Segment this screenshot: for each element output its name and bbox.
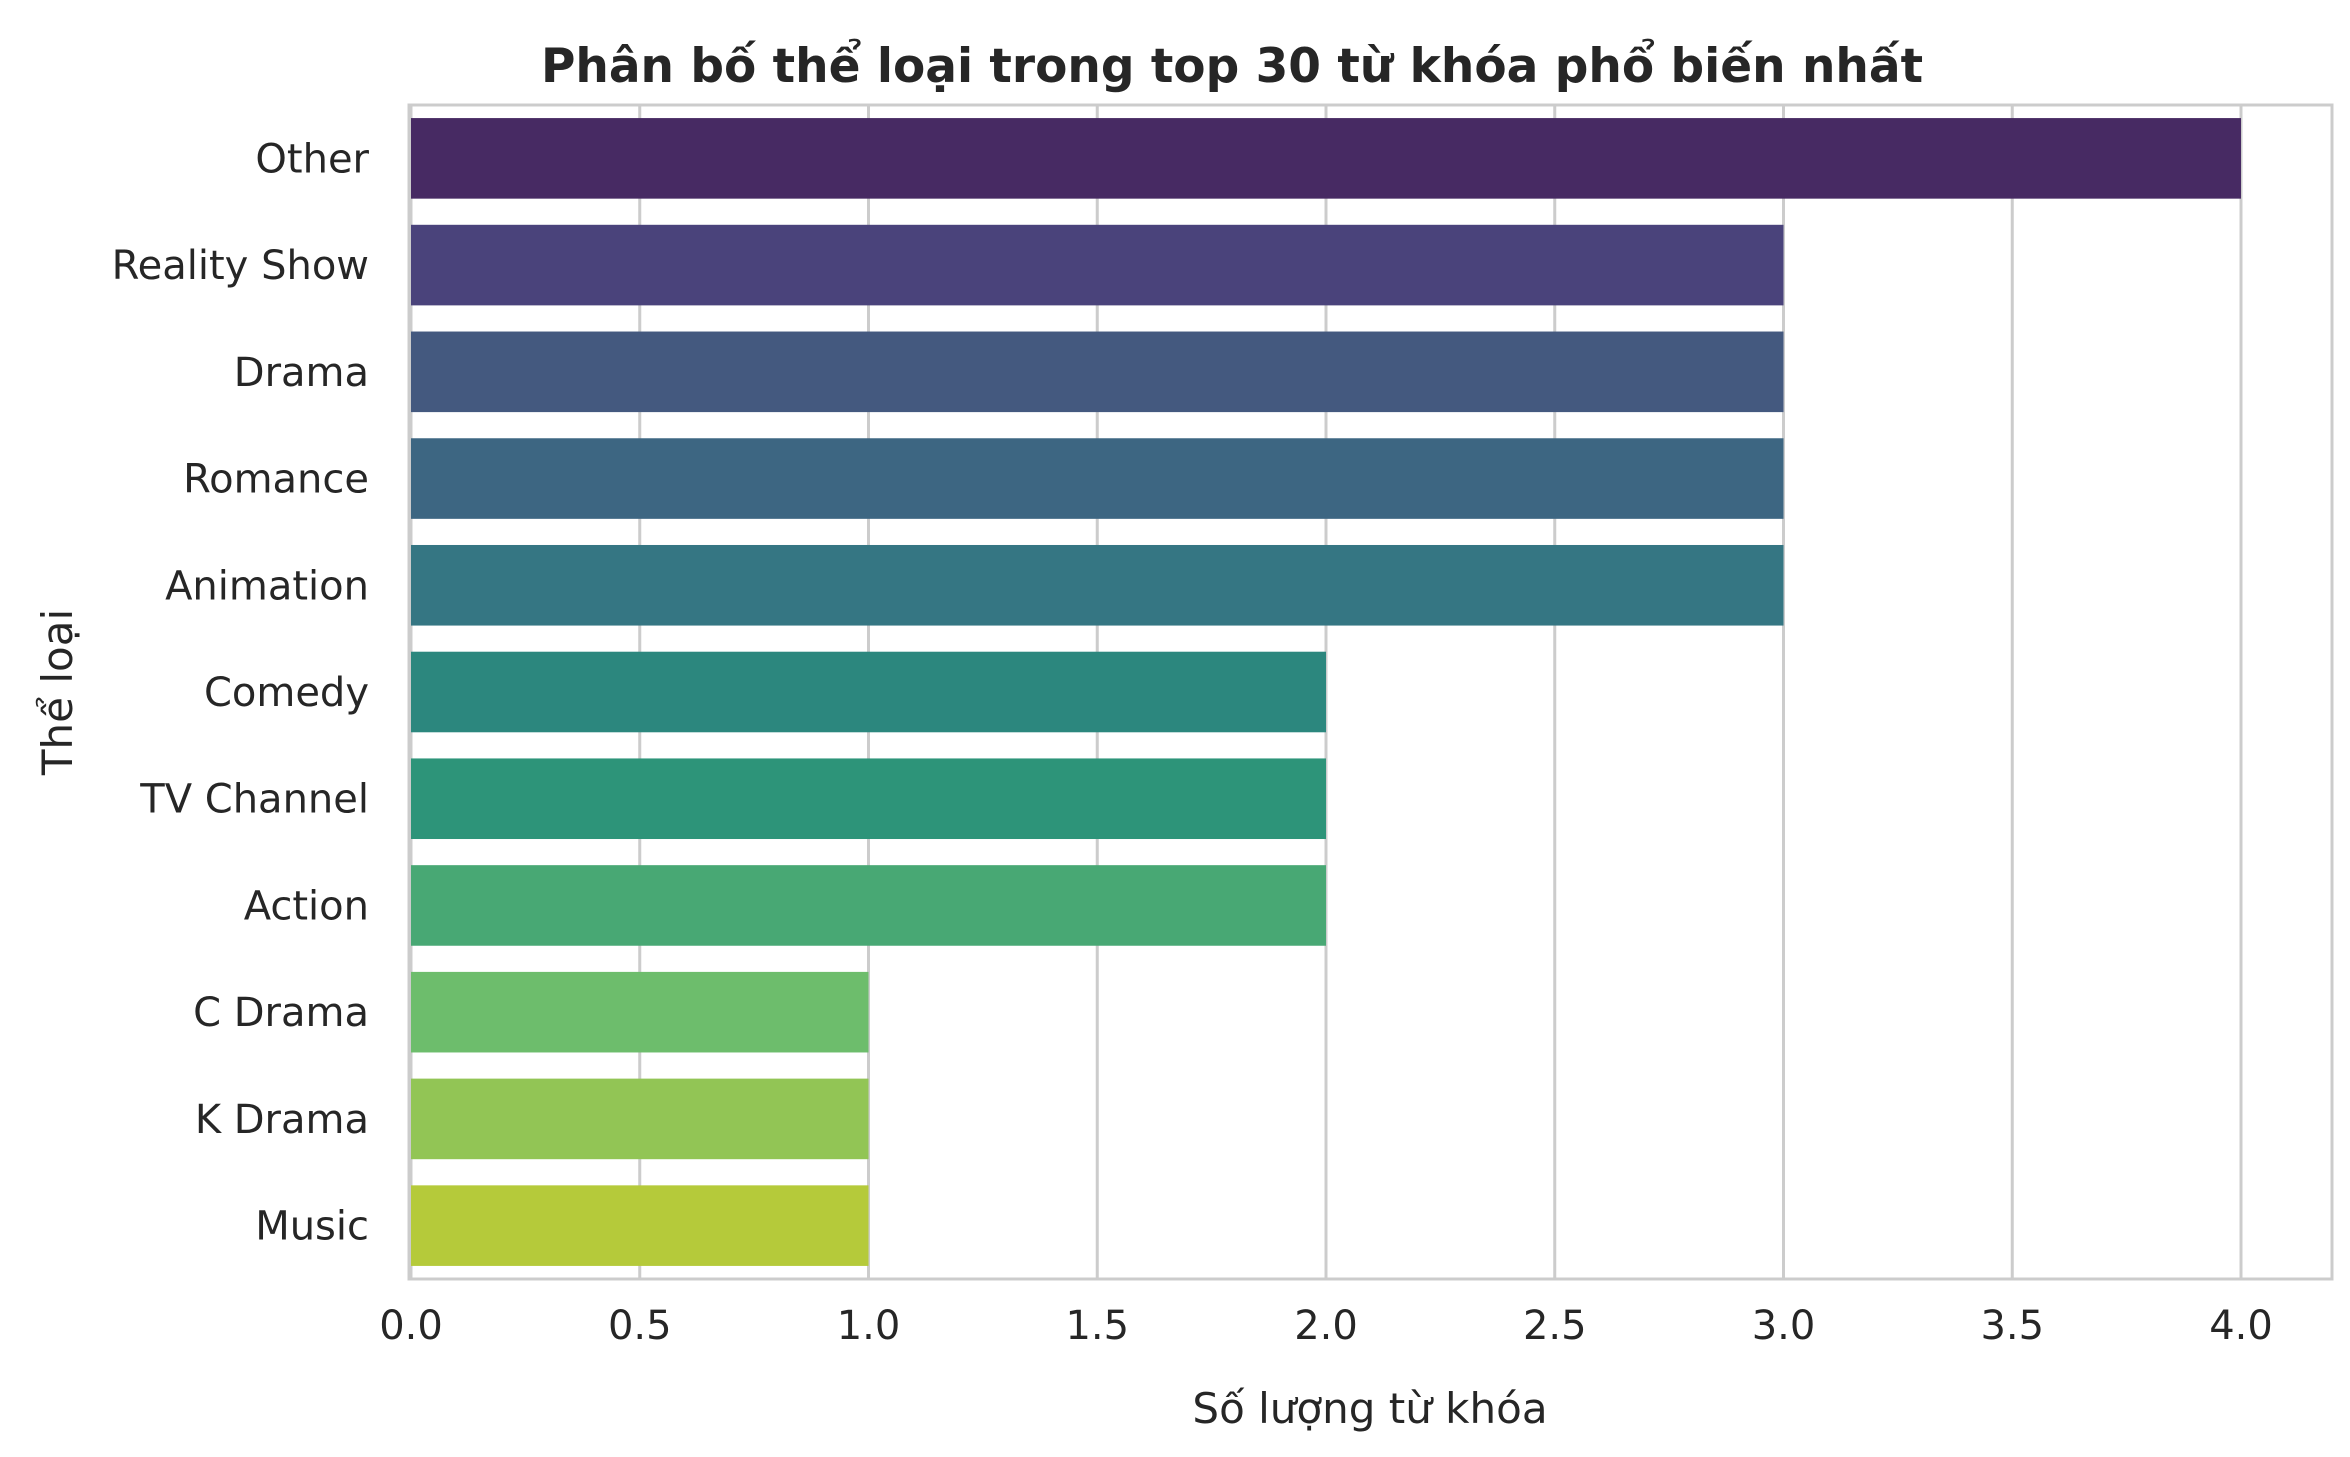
y-tick-label: Animation (165, 563, 369, 609)
y-tick-label: Action (244, 883, 369, 929)
y-axis-label: Thể loại (33, 609, 82, 776)
bar (411, 971, 869, 1053)
plot-frame (407, 103, 2334, 1281)
x-tick-label: 3.0 (1752, 1303, 1816, 1349)
bar (411, 651, 1326, 733)
x-tick-label: 2.5 (1523, 1303, 1587, 1349)
x-tick-label: 1.5 (1065, 1303, 1129, 1349)
bar (411, 865, 1326, 946)
bar (411, 1185, 869, 1266)
y-tick-labels: Other Reality Show Drama Romance Animation Co… (112, 136, 370, 1249)
y-tick-label: Reality Show (112, 243, 369, 289)
x-tick-label: 1.0 (837, 1303, 901, 1349)
x-tick-label: 3.5 (1980, 1303, 2044, 1349)
bar (411, 118, 2241, 199)
bar (411, 224, 1784, 306)
x-axis-label: Số lượng từ khóa (1192, 1384, 1547, 1433)
y-tick-label: C Drama (193, 990, 369, 1036)
bar (411, 331, 1784, 413)
y-tick-label: Other (255, 136, 369, 182)
chart-title: Phân bố thể loại trong top 30 từ khóa ph… (541, 39, 1923, 94)
x-tick-label: 2.0 (1294, 1303, 1358, 1349)
y-tick-label: Music (255, 1204, 369, 1250)
y-tick-label: Romance (183, 457, 369, 503)
x-tick-labels: 0.0 0.5 1.0 1.5 2.0 2.5 3.0 3.5 4.0 (379, 1303, 2273, 1349)
bar (411, 544, 1784, 626)
y-tick-label: Comedy (204, 670, 369, 716)
bar (411, 758, 1326, 840)
x-tick-label: 0.0 (379, 1303, 443, 1349)
y-tick-label: TV Channel (139, 777, 369, 823)
bar (411, 438, 1784, 519)
y-tick-label: Drama (234, 350, 369, 396)
x-tick-label: 0.5 (608, 1303, 672, 1349)
bar (411, 1078, 869, 1160)
x-tick-label: 4.0 (2209, 1303, 2273, 1349)
bars (411, 118, 2241, 1266)
y-tick-label: K Drama (195, 1097, 369, 1143)
